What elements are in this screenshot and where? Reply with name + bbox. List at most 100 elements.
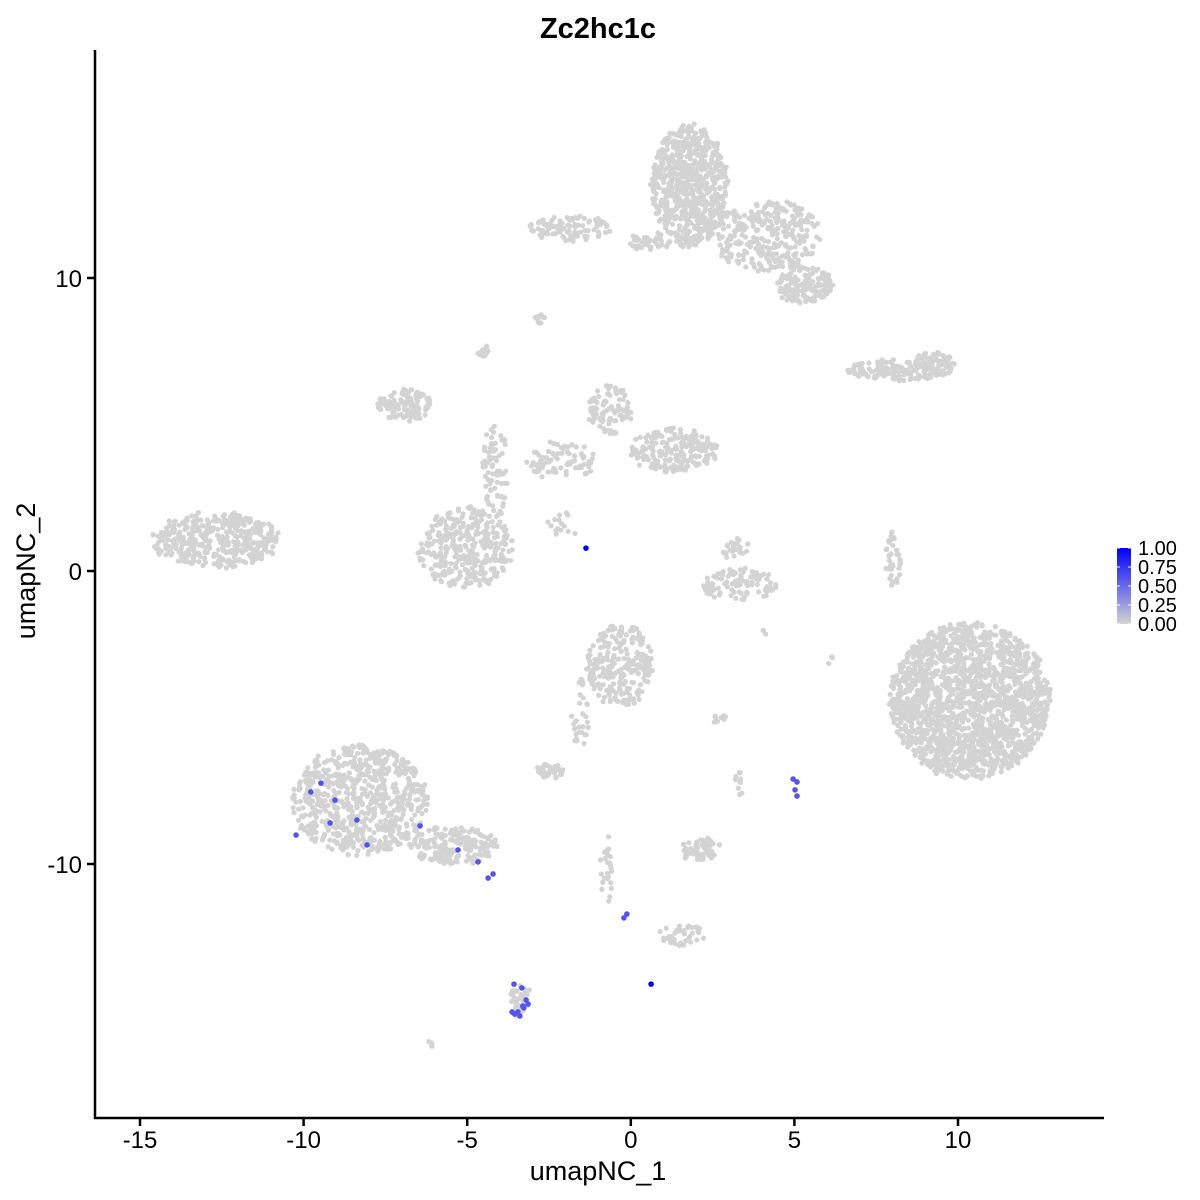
background-cell-point [231, 510, 237, 516]
background-cell-point [948, 659, 954, 665]
background-cell-point [1025, 654, 1031, 661]
background-cell-point [866, 366, 872, 372]
background-cell-point [893, 547, 900, 553]
background-cell-point [745, 582, 751, 588]
background-cell-point [699, 214, 706, 221]
background-cell-point [550, 450, 556, 457]
background-cell-point [791, 202, 797, 208]
background-cell-point [668, 450, 674, 456]
background-cell-point [501, 495, 508, 501]
background-cell-point [1043, 685, 1049, 692]
background-cell-point [685, 168, 692, 174]
background-cell-point [482, 473, 488, 479]
background-cell-point [237, 521, 243, 527]
background-cell-point [668, 180, 674, 186]
background-cell-point [903, 710, 909, 716]
background-cell-point [682, 467, 688, 473]
background-cell-point [434, 522, 440, 528]
background-cell-point [906, 684, 912, 690]
background-cell-point [774, 219, 780, 225]
background-cell-point [556, 517, 562, 523]
background-cell-point [1029, 741, 1035, 747]
background-cell-point [809, 250, 815, 256]
background-cell-point [737, 567, 743, 573]
background-cell-point [624, 404, 630, 410]
background-cell-point [1023, 670, 1029, 676]
background-cell-point [662, 457, 668, 463]
background-cell-point [949, 640, 955, 647]
background-cell-point [473, 531, 479, 538]
background-cell-point [1032, 716, 1038, 722]
background-cell-point [589, 398, 595, 404]
background-cell-point [989, 764, 995, 770]
background-cell-point [740, 578, 746, 584]
background-cell-point [691, 121, 697, 127]
background-cell-point [810, 279, 816, 285]
background-cell-point [464, 527, 471, 533]
background-cell-point [681, 159, 688, 165]
background-cell-point [1002, 693, 1008, 699]
background-cell-point [792, 244, 798, 250]
background-cell-point [924, 640, 930, 646]
background-cell-point [737, 214, 743, 220]
background-cell-point [171, 541, 177, 547]
background-cell-point [666, 134, 672, 141]
background-cell-point [980, 715, 986, 721]
background-cell-point [414, 411, 420, 417]
background-cell-point [681, 451, 687, 458]
background-cell-point [905, 700, 911, 706]
background-cell-point [799, 206, 805, 212]
background-cell-point [866, 360, 872, 366]
background-cell-point [896, 552, 902, 558]
background-cell-point [172, 536, 178, 543]
background-cell-point [979, 622, 985, 628]
background-cell-point [1019, 645, 1026, 651]
background-cell-point [1012, 689, 1019, 695]
background-cell-point [681, 202, 687, 208]
background-cell-point [684, 185, 690, 191]
background-cell-point [786, 288, 792, 294]
background-cell-point [255, 523, 262, 529]
background-cell-point [671, 462, 677, 468]
background-cell-point [457, 529, 463, 536]
background-cell-point [250, 539, 256, 546]
background-cell-point [1002, 753, 1008, 759]
background-cell-point [224, 536, 230, 542]
background-cell-point [424, 530, 430, 537]
background-cell-point [681, 455, 687, 462]
background-cell-point [646, 444, 653, 450]
background-cell-point [588, 468, 594, 474]
background-cell-point [974, 624, 980, 630]
background-cell-point [168, 552, 174, 558]
background-cell-point [918, 734, 924, 740]
background-cell-point [986, 751, 992, 758]
background-cell-point [598, 218, 604, 224]
background-cell-point [938, 674, 944, 680]
background-cell-point [890, 683, 896, 689]
background-cell-point [898, 664, 904, 671]
background-cell-point [242, 559, 249, 566]
background-cell-point [955, 682, 961, 688]
background-cell-point [929, 726, 935, 732]
background-cell-point [1035, 675, 1041, 681]
background-cell-point [1034, 701, 1040, 707]
background-cell-point [1002, 684, 1008, 690]
background-cell-point [400, 391, 406, 397]
background-cell-point [688, 201, 694, 207]
background-cell-point [959, 753, 965, 759]
background-cell-point [545, 448, 552, 455]
background-cell-point [459, 562, 466, 568]
background-cell-point [1001, 707, 1007, 713]
background-cell-point [159, 530, 166, 536]
background-cell-point [414, 403, 420, 409]
background-cell-point [491, 507, 497, 514]
background-cell-point [203, 559, 209, 566]
background-cell-point [620, 396, 626, 403]
background-cell-point [948, 744, 954, 750]
background-cell-point [802, 246, 808, 252]
background-cell-point [431, 550, 437, 556]
background-cell-point [685, 191, 692, 197]
background-cell-point [406, 418, 413, 424]
background-cell-point [745, 541, 751, 547]
background-cell-point [488, 434, 495, 441]
